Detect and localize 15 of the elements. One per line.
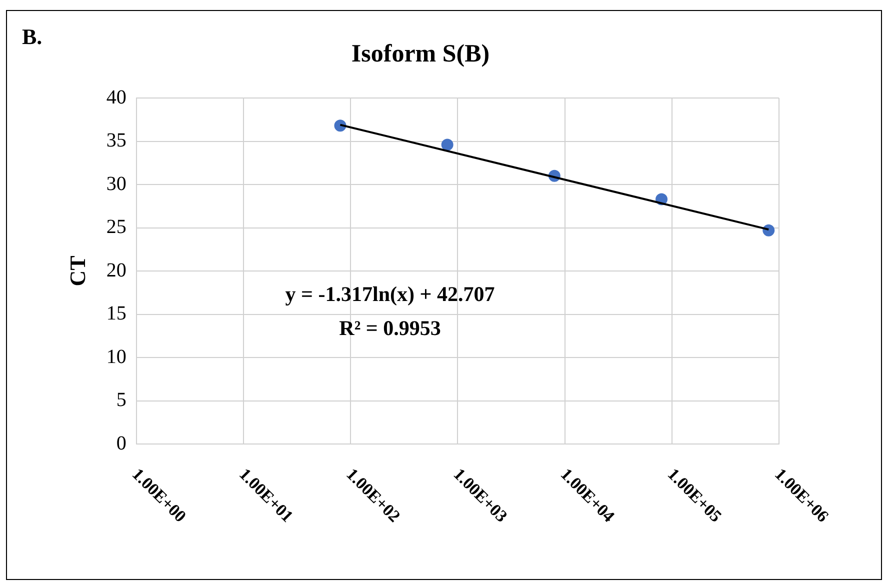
y-tick-label: 20 [106, 259, 126, 282]
y-tick-label: 40 [106, 86, 126, 108]
y-tick-label: 15 [106, 302, 126, 324]
y-tick-label: 30 [106, 172, 126, 195]
y-tick-label: 5 [116, 389, 126, 411]
y-tick-label: 0 [116, 432, 126, 454]
y-tick-label: 35 [106, 130, 126, 152]
text: B. [22, 24, 42, 49]
annotation: y = -1.317ln(x) + 42.707 [285, 282, 495, 306]
y-tick-label: 10 [106, 346, 126, 368]
y-tick-label: 25 [106, 216, 126, 238]
y-axis-title: CT [64, 255, 90, 286]
chart-title: Isoform S(B) [351, 40, 490, 68]
annotation: R² = 0.9953 [339, 316, 441, 340]
point [441, 138, 454, 151]
